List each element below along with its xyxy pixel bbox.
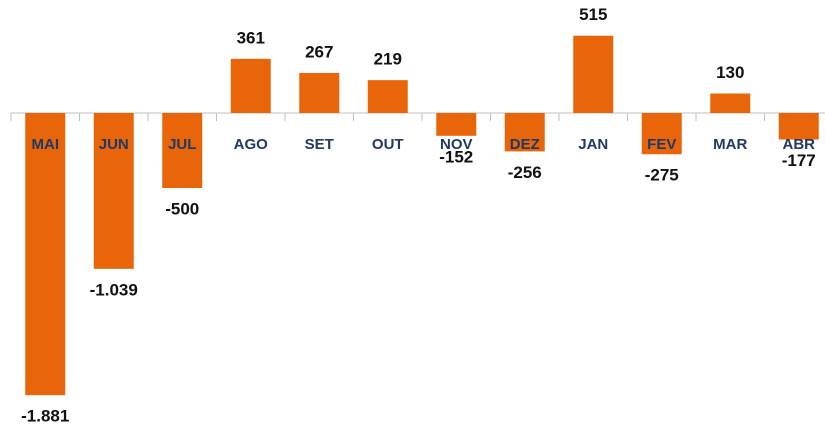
bar: [504, 113, 545, 152]
value-label: 361: [237, 28, 265, 47]
x-tick-label: AGO: [234, 136, 269, 153]
bar: [230, 58, 271, 113]
x-tick-label: MAR: [713, 136, 747, 153]
value-label: -1.039: [90, 280, 138, 299]
x-tick-label: MAI: [32, 136, 60, 153]
bar: [93, 113, 134, 269]
value-label: -177: [782, 151, 816, 170]
x-tick-label: SET: [305, 136, 334, 153]
bar: [162, 113, 203, 188]
value-label: -256: [508, 163, 542, 182]
x-tick-label: NOV: [440, 136, 473, 153]
x-tick-label: JAN: [578, 136, 608, 153]
value-label: 267: [305, 42, 333, 61]
value-label: -152: [439, 147, 473, 166]
bar: [299, 72, 340, 113]
value-label: 219: [374, 50, 402, 69]
value-label: -275: [645, 166, 679, 185]
bar: [573, 35, 614, 113]
bar: [778, 113, 819, 140]
value-label: -1.881: [21, 407, 69, 426]
x-tick-label: ABR: [783, 136, 816, 153]
x-tick-label: FEV: [647, 136, 676, 153]
value-label: 130: [716, 63, 744, 82]
x-tick-label: JUN: [99, 136, 129, 153]
bar: [436, 113, 477, 136]
bar: [367, 80, 408, 113]
x-tick-label: OUT: [372, 136, 404, 153]
bar: [25, 113, 66, 396]
x-tick-label: DEZ: [510, 136, 540, 153]
bar: [641, 113, 682, 155]
value-label: -500: [165, 199, 199, 218]
value-label: 515: [579, 5, 607, 24]
bar: [710, 93, 751, 113]
x-tick-label: JUL: [168, 136, 196, 153]
